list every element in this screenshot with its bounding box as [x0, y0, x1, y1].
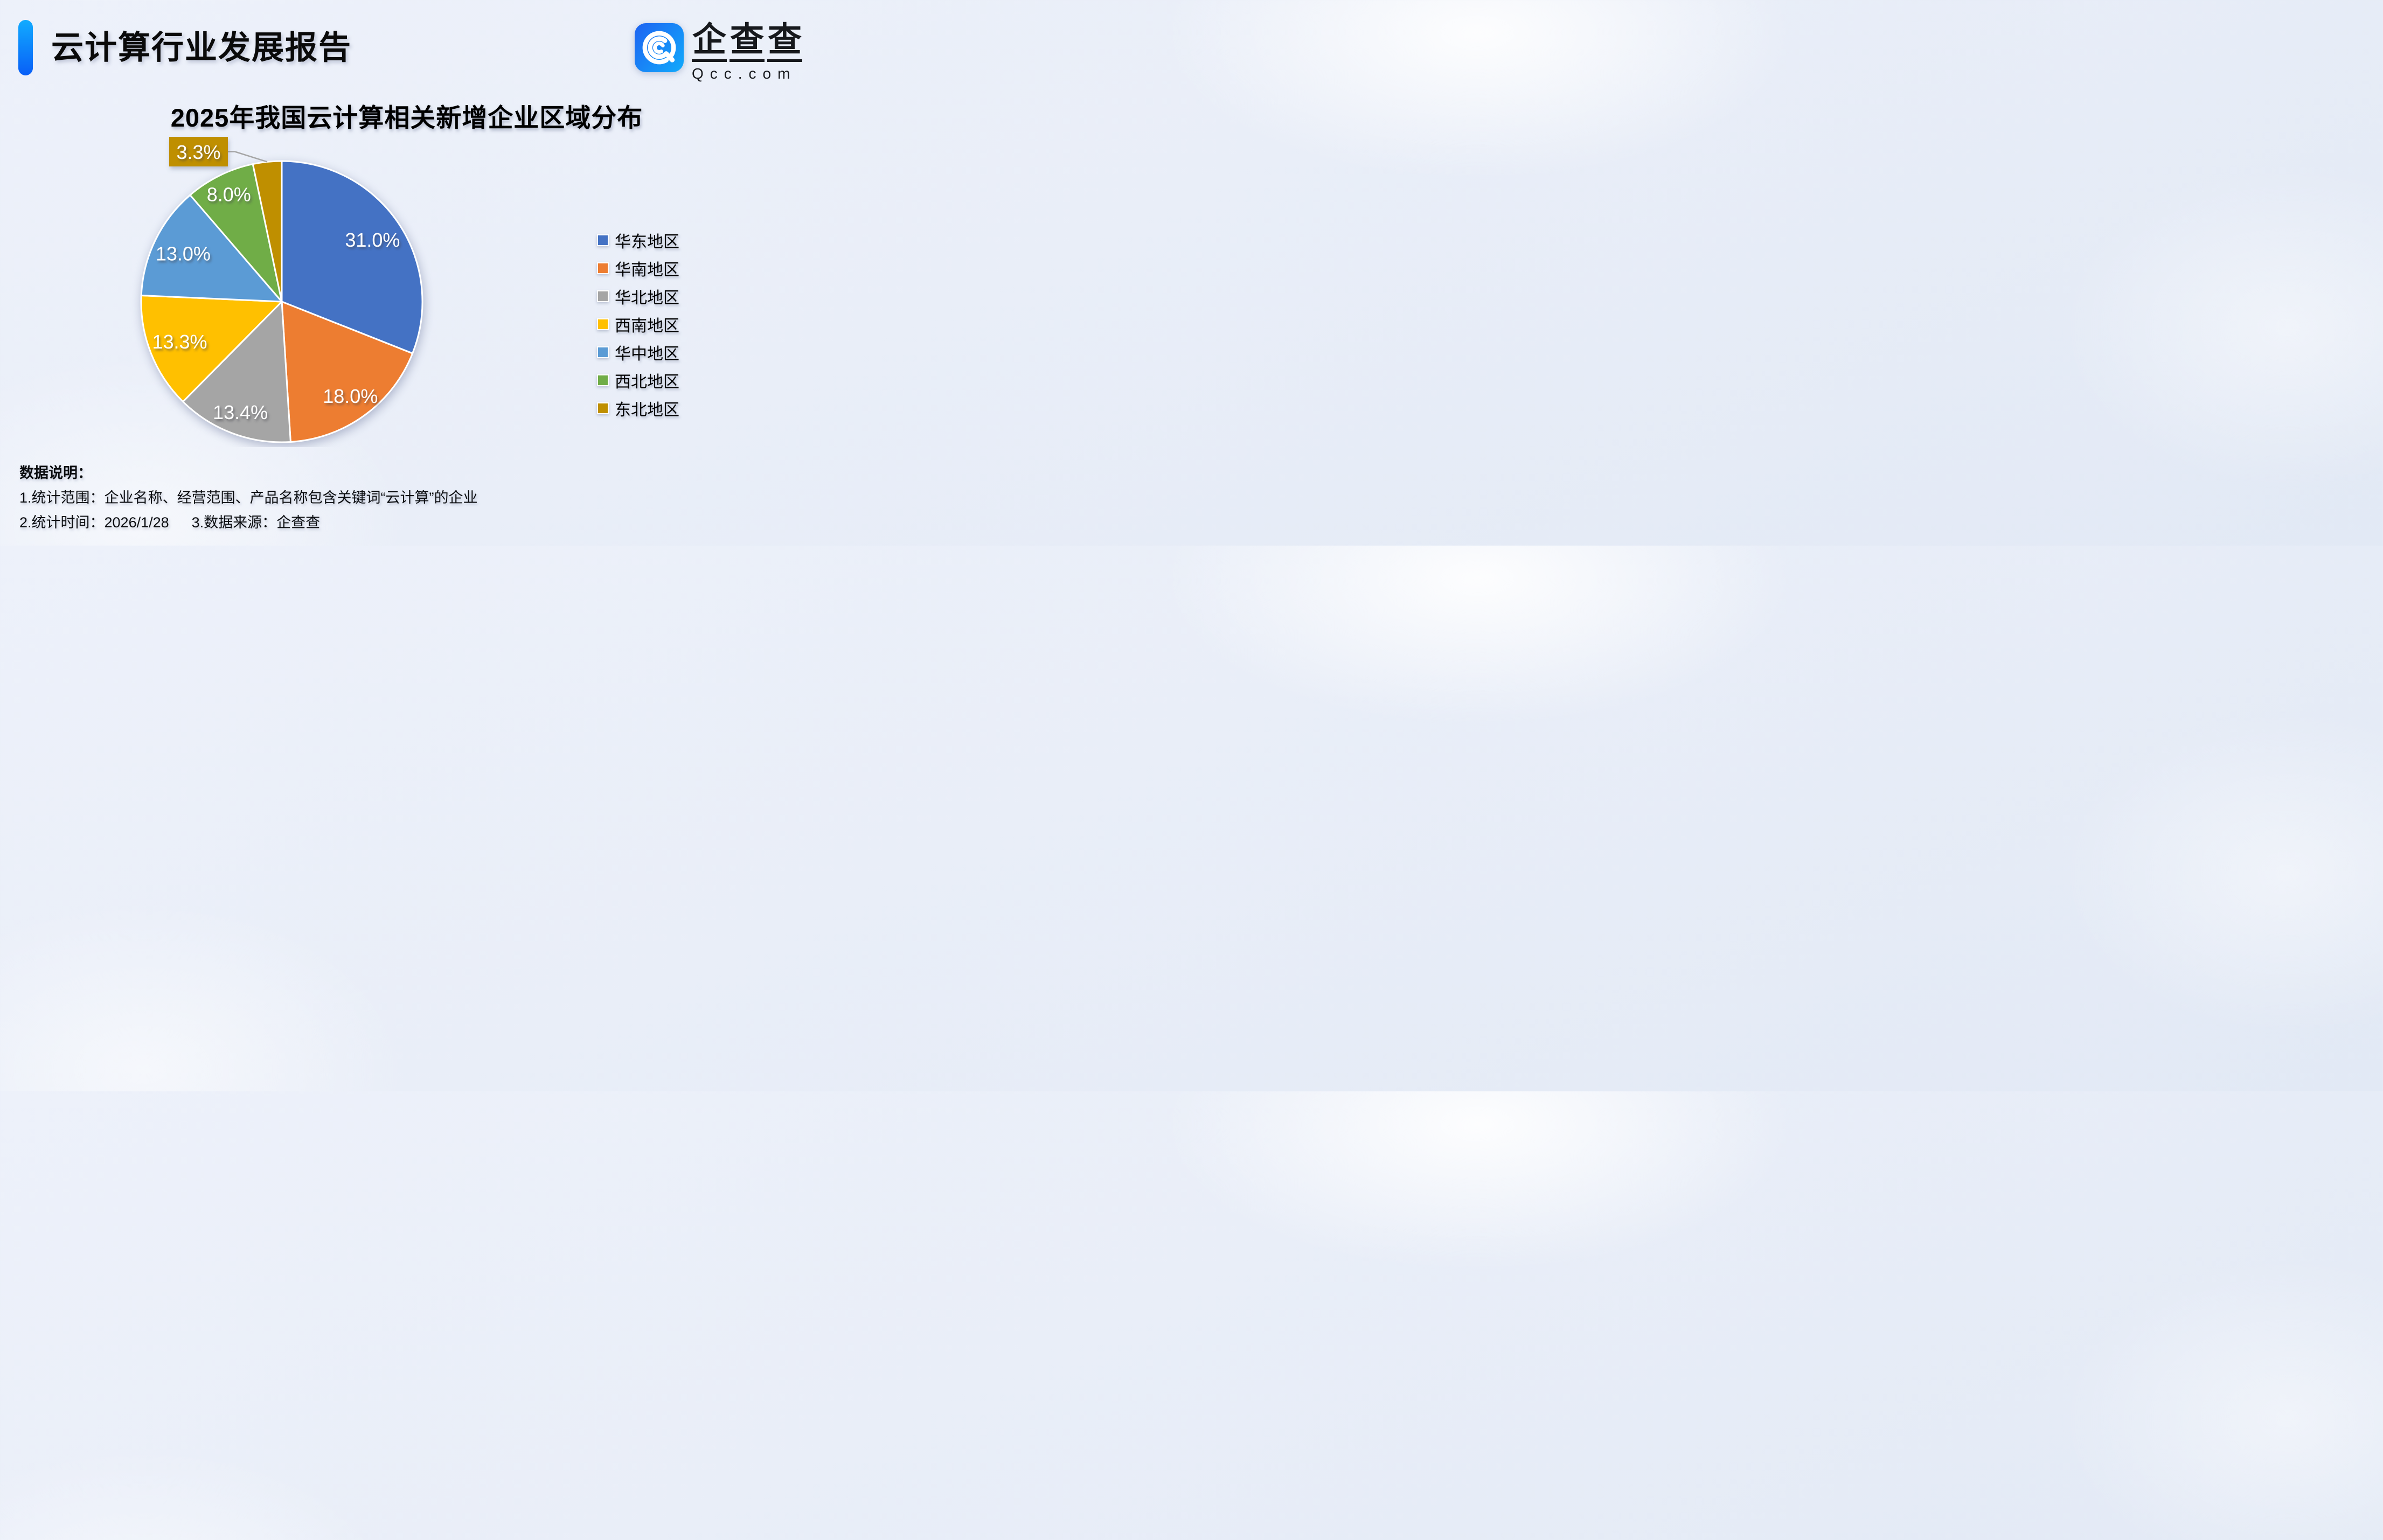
pie-slice-西北地区	[189, 163, 283, 303]
pie-label-华东地区: 31.0%	[345, 229, 400, 251]
legend-label: 华南地区	[615, 261, 679, 279]
pie-slice-华北地区	[182, 301, 291, 443]
legend-label: 西北地区	[615, 373, 679, 391]
callout-box	[169, 137, 228, 166]
pie-chart: 3.3% 31.0% 18.0% 13.4% 13.3% 13.0% 8.0%	[140, 137, 423, 443]
qcc-logo-icon	[635, 23, 684, 72]
legend-swatch	[597, 374, 609, 386]
magnifier-q-icon	[642, 31, 676, 65]
pie-label-东北地区: 3.3%	[176, 141, 220, 163]
pie-label-华中地区: 13.0%	[156, 243, 211, 265]
logo-char: 查	[730, 23, 765, 62]
logo-char: 企	[692, 23, 727, 62]
note-time: 2.统计时间：2026/1/28	[19, 514, 169, 531]
legend-item-华南地区: 华南地区	[597, 254, 679, 282]
pie-label-西南地区: 13.3%	[152, 331, 207, 353]
logo-text: 企查查 Qcc.com	[692, 23, 802, 82]
notes: 数据说明： 1.统计范围：企业名称、经营范围、产品名称包含关键词“云计算”的企业…	[19, 463, 478, 538]
logo-wordmark: 企查查	[692, 23, 802, 62]
legend-item-华中地区: 华中地区	[597, 338, 679, 366]
legend-item-西南地区: 西南地区	[597, 310, 679, 338]
legend-item-华东地区: 华东地区	[597, 226, 679, 254]
chart-title: 2025年我国云计算相关新增企业区域分布	[170, 103, 643, 132]
pie-slice-华东地区	[281, 160, 423, 354]
legend: 华东地区华南地区华北地区西南地区华中地区西北地区东北地区	[597, 226, 679, 422]
legend-label: 东北地区	[615, 401, 679, 419]
note-time-source: 2.统计时间：2026/1/28 3.数据来源：企查查	[19, 513, 478, 532]
pie-slice-东北地区	[252, 160, 283, 303]
legend-item-东北地区: 东北地区	[597, 394, 679, 422]
legend-swatch	[597, 234, 609, 246]
note-source: 3.数据来源：企查查	[191, 514, 321, 531]
legend-swatch	[597, 346, 609, 358]
pie-slices	[140, 160, 423, 443]
pie-label-华北地区: 13.4%	[213, 401, 268, 423]
legend-swatch	[597, 290, 609, 302]
pie-slice-华中地区	[140, 194, 283, 303]
logo-domain: Qcc.com	[692, 65, 797, 82]
legend-swatch	[597, 402, 609, 414]
note-scope: 1.统计范围：企业名称、经营范围、产品名称包含关键词“云计算”的企业	[19, 490, 478, 506]
legend-swatch	[597, 262, 609, 274]
logo-char: 查	[767, 23, 802, 62]
accent-bar	[18, 20, 33, 75]
legend-item-西北地区: 西北地区	[597, 366, 679, 394]
report-page: 云计算行业发展报告 企查查 Qcc.com 2025年我国云计算相关新增企业区域…	[0, 0, 845, 546]
pie-label-西北地区: 8.0%	[207, 184, 251, 206]
legend-item-华北地区: 华北地区	[597, 282, 679, 310]
pie-labels: 31.0% 18.0% 13.4% 13.3% 13.0% 8.0%	[152, 184, 400, 423]
legend-swatch	[597, 318, 609, 330]
notes-heading: 数据说明：	[19, 465, 92, 481]
callout-leader-line	[228, 151, 268, 163]
page-title: 云计算行业发展报告	[51, 30, 352, 66]
legend-label: 华东地区	[615, 233, 679, 251]
pie-label-华南地区: 18.0%	[323, 385, 378, 407]
qcc-logo: 企查查 Qcc.com	[635, 23, 802, 82]
pie-slice-西南地区	[140, 295, 283, 403]
pie-slice-华南地区	[281, 301, 414, 443]
pie-callout: 3.3%	[169, 137, 268, 166]
legend-label: 西南地区	[615, 317, 679, 335]
legend-label: 华北地区	[615, 289, 679, 307]
legend-label: 华中地区	[615, 345, 679, 363]
